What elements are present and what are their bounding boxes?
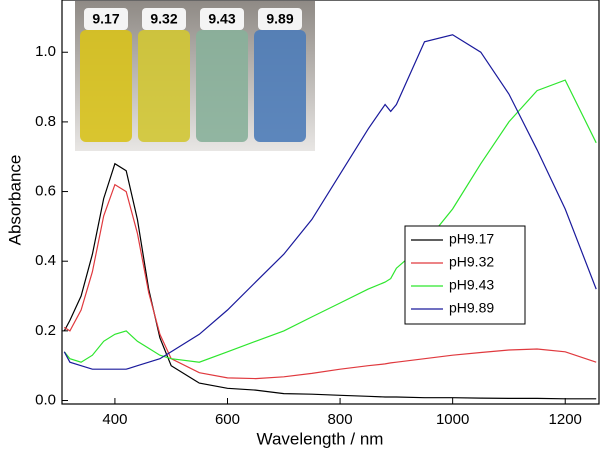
series-line — [63, 162, 597, 400]
vial-label-box — [200, 8, 244, 30]
vial-label-box — [84, 8, 128, 30]
series-line — [63, 183, 597, 380]
vial-label: 9.89 — [266, 11, 293, 27]
vial — [138, 30, 190, 142]
vial-label: 9.17 — [92, 11, 119, 27]
series-line — [63, 79, 597, 363]
vial — [254, 30, 306, 142]
x-tick-label: 600 — [215, 411, 240, 428]
legend-label: pH9.17 — [449, 231, 494, 247]
vial-label: 9.32 — [150, 11, 177, 27]
legend-box — [404, 225, 526, 325]
vial-label-box — [258, 8, 302, 30]
series-line — [63, 34, 597, 370]
y-tick-label: 0.8 — [35, 113, 56, 130]
vial-label-box — [142, 8, 186, 30]
y-tick-label: 0.0 — [35, 391, 56, 408]
y-tick-label: 0.4 — [35, 252, 56, 269]
x-tick-label: 1200 — [549, 411, 582, 428]
y-tick-label: 1.0 — [35, 43, 56, 60]
vial — [196, 30, 248, 142]
plot-frame — [61, 0, 600, 405]
x-tick-label: 1000 — [436, 411, 469, 428]
y-tick-label: 0.6 — [35, 183, 56, 200]
legend-label: pH9.32 — [449, 254, 494, 270]
x-tick-label: 800 — [328, 411, 353, 428]
y-tick-label: 0.2 — [35, 322, 56, 339]
vial — [80, 30, 132, 142]
vial-label: 9.43 — [208, 11, 235, 27]
x-tick-label: 400 — [102, 411, 127, 428]
inset-photo: 9.17 9.32 9.43 9.89 — [75, 1, 315, 151]
legend-label: pH9.89 — [449, 300, 494, 316]
x-axis-title: Wavelength / nm — [257, 429, 384, 448]
y-axis-title: Absorbance — [5, 155, 24, 246]
legend-label: pH9.43 — [449, 277, 494, 293]
